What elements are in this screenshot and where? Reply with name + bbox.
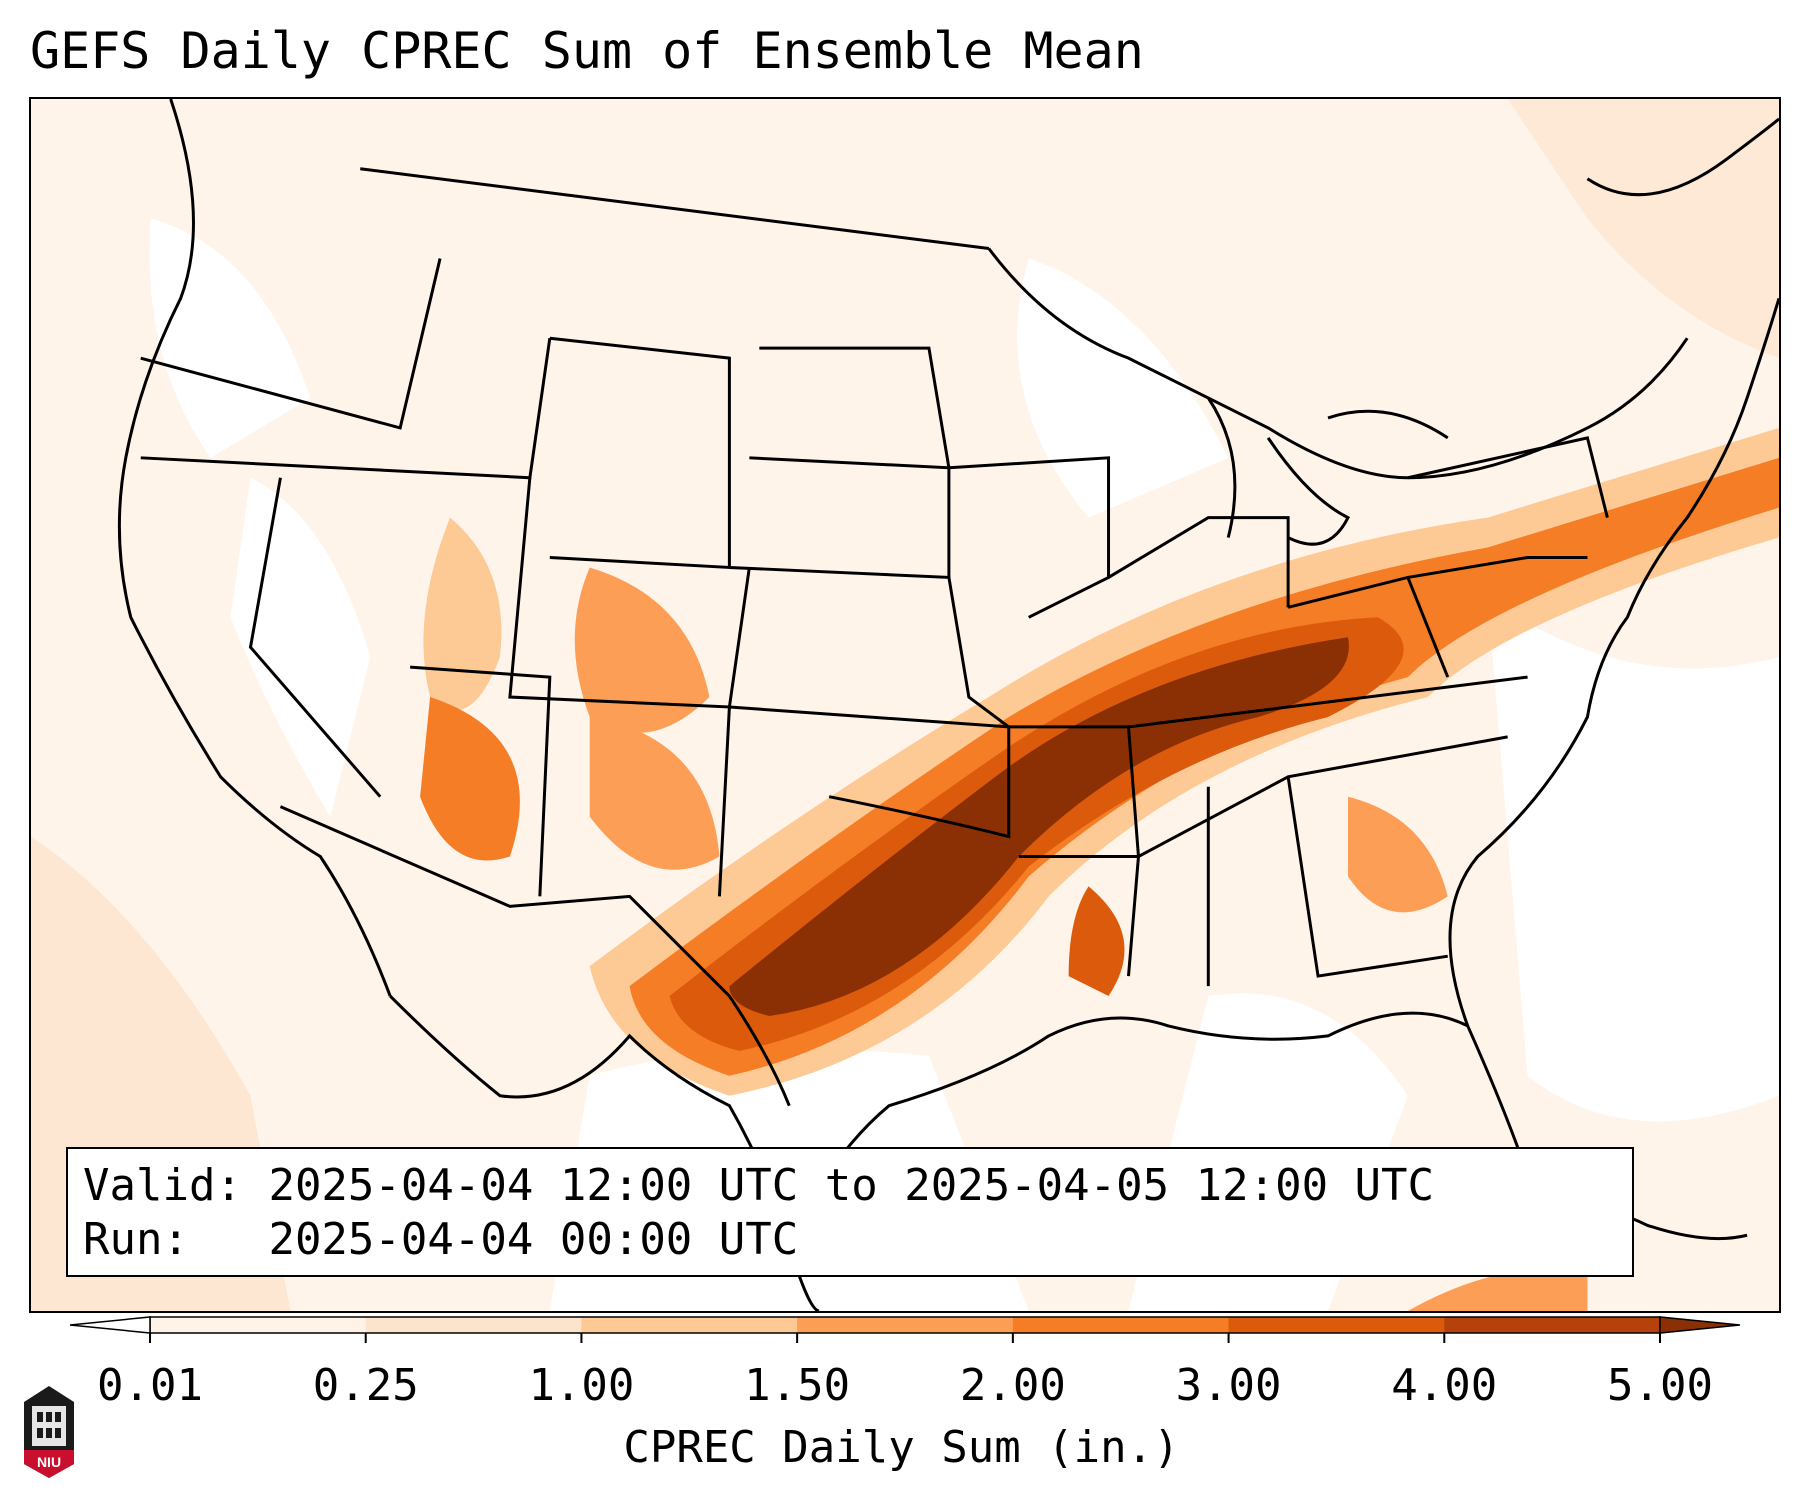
colorbar-tick-label: 4.00 [1391,1360,1498,1411]
lake-michigan [1207,397,1237,538]
geographic-boundaries [117,99,1779,1311]
iowa-border [948,456,1111,619]
colorbar-segment [365,1317,582,1333]
run-label: Run: [83,1214,189,1265]
valid-label: Valid: [83,1160,242,1211]
colorbar-segment [1228,1317,1445,1333]
niu-logo: NIU [24,1386,74,1478]
colorbar-label: CPREC Daily Sum (in.) [623,1422,1180,1473]
colorbar-tick-label: 5.00 [1607,1360,1713,1411]
valid-time: 2025-04-04 12:00 UTC to 2025-04-05 12:00… [268,1160,1435,1211]
us-canada-border [360,167,989,250]
illinois-indiana [1107,516,1290,608]
precipitation-map [31,99,1779,1311]
colorbar-segment [581,1317,798,1333]
tennessee-north-border [1128,675,1528,729]
washington-oregon-idaho [140,258,442,430]
carolina-precip [1347,796,1448,913]
atlantic-dry-area [1487,597,1779,1122]
colorbar-segment [1444,1317,1661,1333]
great-lakes-dry-area [1017,258,1229,518]
run-time: 2025-04-04 00:00 UTC [268,1214,799,1265]
northwest-dry-area [149,218,311,458]
us-mexico-border [279,805,791,1107]
colorbar-segment [797,1317,1014,1333]
arizona-border [410,665,552,897]
valid-run-info-box: Valid: 2025-04-04 12:00 UTC to 2025-04-0… [66,1147,1634,1277]
arizona-precip [420,697,520,861]
new-mexico-precip [589,716,720,870]
map-title: GEFS Daily CPREC Sum of Ensemble Mean [30,22,1144,80]
georgia-border [1286,776,1448,978]
kansas-border [729,565,1010,729]
colorbar-tick-label: 0.25 [312,1360,419,1411]
wyoming-border [549,336,731,570]
colorbar-over-arrow [1659,1316,1740,1334]
dakotas-border [759,346,951,469]
utah-colorado [508,477,751,709]
logo-red-band [24,1450,74,1478]
map-panel [29,97,1781,1313]
mississippi-precip [1068,886,1125,997]
colorbar-tick-label: 1.50 [744,1360,851,1411]
precip-band-core [729,637,1349,1016]
great-lakes-border [987,247,1689,480]
oklahoma-border [729,705,1011,839]
west-virginia-border [1406,576,1450,678]
colorbar-tick-label: 1.00 [528,1360,635,1411]
new-mexico-border [717,706,731,897]
colorado-precip [574,567,710,733]
utah-precip [423,517,502,711]
west-coastline [117,99,392,997]
mississippi-border [1126,856,1140,977]
michigan-lower [1266,437,1350,546]
colorbar-under-arrow [70,1316,151,1334]
colorbar-segments [149,1316,1661,1334]
logo-text: NIU [37,1454,61,1470]
east-coastline [1448,297,1779,1027]
lake-huron [1327,409,1449,440]
caribbean-precip [1407,1269,1588,1311]
nevada-border [248,477,382,798]
ohio-pennsylvania [1287,555,1588,609]
logo-windows [37,1412,61,1438]
colorbar-tick-label: 0.01 [97,1360,203,1411]
colorbar-tick-label: 2.00 [959,1360,1066,1411]
colorbar-ticks [149,1333,1661,1343]
colorbar-segment [150,1317,367,1333]
colorbar-tick-label: 3.00 [1175,1360,1282,1411]
arkansas-border [1008,725,1141,858]
canada-precip-area [1507,99,1779,359]
new-york-border [1407,436,1609,518]
colorbar [70,1316,1740,1343]
colorbar-segment [1012,1317,1230,1333]
canada-east-coast [1586,117,1779,197]
